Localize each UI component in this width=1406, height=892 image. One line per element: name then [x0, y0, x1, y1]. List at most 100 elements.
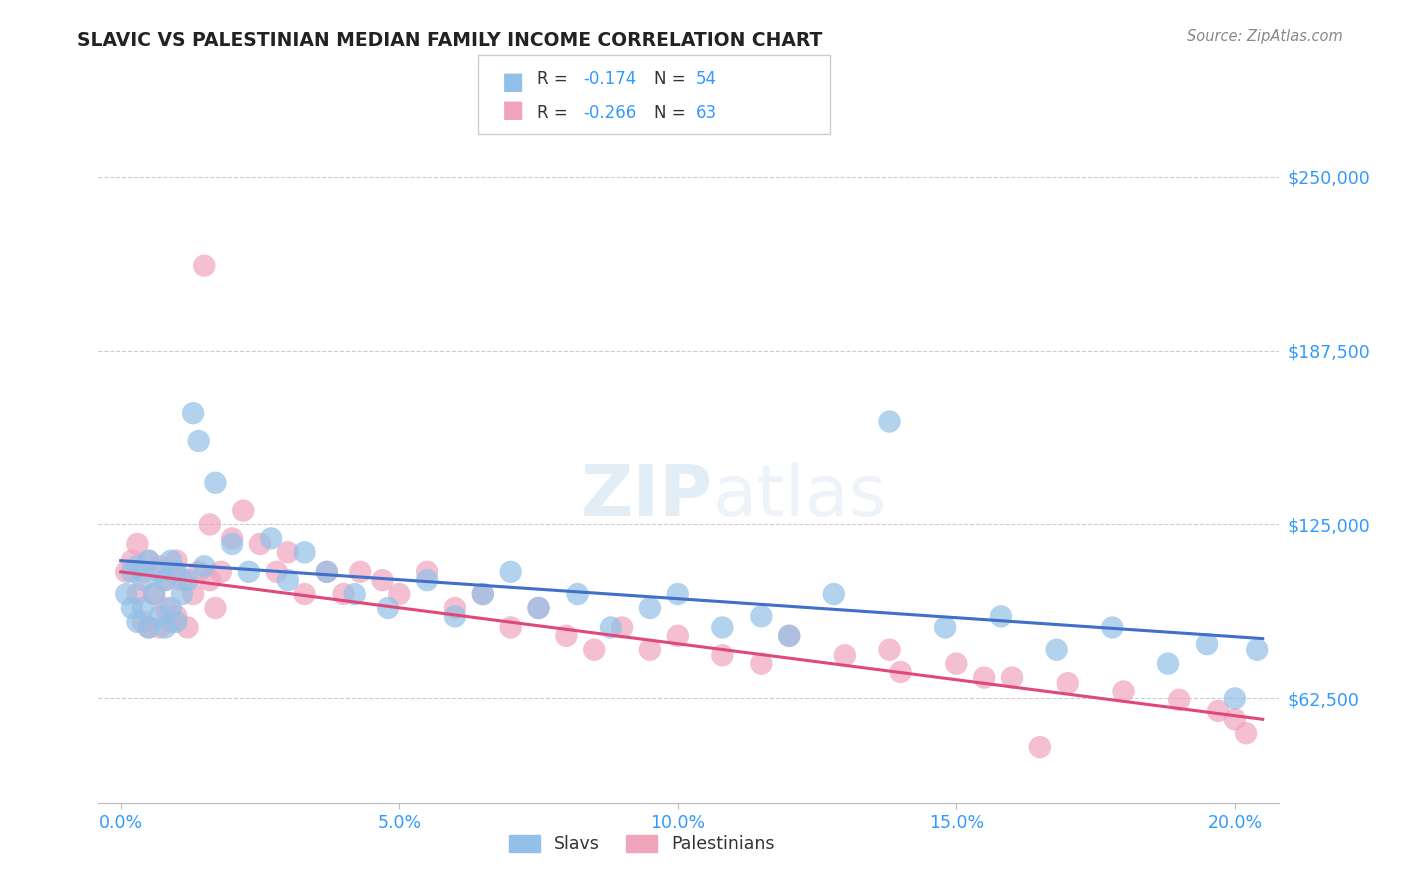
- Point: [1246, 642, 1268, 657]
- Text: -0.266: -0.266: [583, 104, 637, 122]
- Point: [143, 587, 166, 601]
- Point: [204, 475, 226, 490]
- Point: [1001, 671, 1024, 685]
- Point: [1046, 642, 1069, 657]
- Point: [315, 565, 337, 579]
- Point: [138, 554, 160, 568]
- Point: [127, 537, 149, 551]
- Point: [471, 587, 494, 601]
- Point: [127, 587, 149, 601]
- Text: -0.174: -0.174: [583, 70, 637, 88]
- Point: [249, 537, 271, 551]
- Point: [444, 609, 467, 624]
- Text: ZIP: ZIP: [581, 462, 713, 531]
- Point: [444, 601, 467, 615]
- Point: [294, 587, 316, 601]
- Point: [138, 620, 160, 634]
- Point: [138, 554, 160, 568]
- Point: [266, 565, 288, 579]
- Point: [567, 587, 589, 601]
- Point: [165, 565, 187, 579]
- Point: [115, 587, 138, 601]
- Point: [132, 615, 155, 629]
- Point: [1101, 620, 1123, 634]
- Point: [499, 565, 522, 579]
- Point: [232, 503, 254, 517]
- Point: [879, 415, 901, 429]
- Point: [879, 642, 901, 657]
- Point: [349, 565, 371, 579]
- Point: [499, 620, 522, 634]
- Point: [165, 615, 187, 629]
- Point: [583, 642, 606, 657]
- Point: [600, 620, 623, 634]
- Point: [132, 573, 155, 587]
- Point: [1029, 740, 1052, 755]
- Text: ■: ■: [502, 70, 524, 95]
- Point: [834, 648, 856, 663]
- Point: [209, 565, 232, 579]
- Point: [711, 620, 734, 634]
- Point: [260, 532, 283, 546]
- Point: [149, 559, 172, 574]
- Point: [165, 609, 187, 624]
- Point: [1112, 684, 1135, 698]
- Point: [176, 573, 198, 587]
- Point: [778, 629, 800, 643]
- Point: [160, 565, 183, 579]
- Point: [945, 657, 967, 671]
- Text: atlas: atlas: [713, 462, 887, 531]
- Point: [198, 517, 221, 532]
- Point: [1056, 676, 1078, 690]
- Point: [666, 629, 689, 643]
- Point: [181, 406, 204, 420]
- Point: [711, 648, 734, 663]
- Point: [1195, 637, 1218, 651]
- Point: [638, 642, 661, 657]
- Point: [187, 434, 209, 448]
- Point: [471, 587, 494, 601]
- Point: [221, 537, 243, 551]
- Point: [751, 657, 773, 671]
- Point: [416, 565, 439, 579]
- Point: [160, 615, 183, 629]
- Point: [973, 671, 995, 685]
- Point: [332, 587, 354, 601]
- Point: [181, 587, 204, 601]
- Point: [221, 532, 243, 546]
- Point: [890, 665, 912, 679]
- Point: [823, 587, 845, 601]
- Text: 63: 63: [696, 104, 717, 122]
- Point: [1157, 657, 1180, 671]
- Point: [638, 601, 661, 615]
- Point: [294, 545, 316, 559]
- Point: [315, 565, 337, 579]
- Point: [187, 565, 209, 579]
- Point: [416, 573, 439, 587]
- Point: [343, 587, 366, 601]
- Text: 54: 54: [696, 70, 717, 88]
- Point: [170, 587, 193, 601]
- Point: [160, 554, 183, 568]
- Point: [176, 620, 198, 634]
- Text: N =: N =: [654, 70, 685, 88]
- Point: [1168, 693, 1191, 707]
- Point: [990, 609, 1012, 624]
- Point: [149, 565, 172, 579]
- Text: R =: R =: [537, 104, 568, 122]
- Point: [1223, 691, 1246, 706]
- Point: [160, 601, 183, 615]
- Text: Source: ZipAtlas.com: Source: ZipAtlas.com: [1187, 29, 1343, 44]
- Point: [371, 573, 394, 587]
- Point: [143, 587, 166, 601]
- Point: [527, 601, 550, 615]
- Point: [277, 545, 299, 559]
- Point: [238, 565, 260, 579]
- Point: [193, 559, 215, 574]
- Point: [155, 601, 177, 615]
- Point: [204, 601, 226, 615]
- Point: [155, 573, 177, 587]
- Point: [165, 554, 187, 568]
- Point: [388, 587, 411, 601]
- Point: [555, 629, 578, 643]
